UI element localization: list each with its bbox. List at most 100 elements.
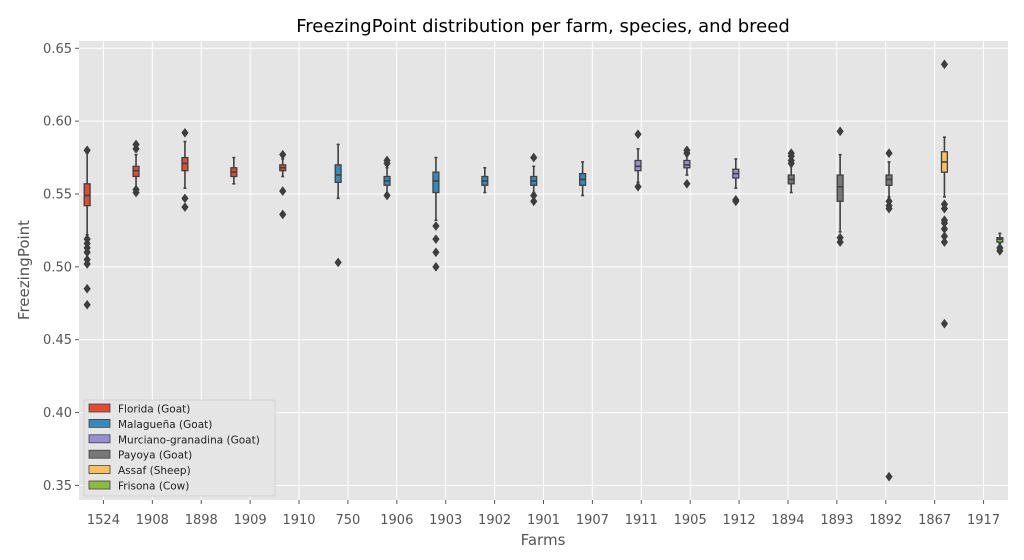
box-1892: [885, 148, 893, 482]
x-tick-label: 1894: [771, 513, 804, 528]
iqr-box: [334, 164, 342, 183]
box-1907: [579, 161, 587, 197]
outlier-point: [940, 59, 949, 70]
outlier-point: [279, 209, 287, 220]
outlier-point: [181, 128, 189, 138]
x-tick-label: 1907: [576, 513, 609, 528]
box-1911: [634, 129, 642, 192]
x-tick-label: 1912: [723, 513, 756, 528]
outlier-point: [530, 152, 538, 163]
outlier-point: [885, 471, 893, 482]
box-1894: [787, 148, 795, 194]
outlier-point: [279, 149, 287, 160]
y-tick-label: 0.35: [43, 479, 72, 494]
box-1903: [432, 156, 440, 272]
outlier-point: [787, 158, 795, 169]
outlier-point: [432, 247, 440, 258]
x-tick-label: 1905: [674, 513, 707, 528]
outlier-point: [83, 259, 91, 269]
x-tick-label: 1908: [136, 513, 169, 528]
y-tick-label: 0.65: [43, 42, 72, 57]
legend-swatch: [88, 434, 111, 444]
outlier-point: [432, 262, 440, 272]
outlier-point: [132, 144, 140, 154]
iqr-box: [432, 171, 440, 194]
box-1912: [732, 158, 740, 207]
y-axis-label: FreezingPoint: [15, 220, 33, 320]
box-1893: [836, 126, 844, 247]
box-1908: [132, 139, 140, 198]
box-1902: [481, 166, 489, 194]
x-tick-label: 1903: [429, 513, 462, 528]
outlier-point: [885, 203, 893, 214]
x-tick-label: 1917: [967, 513, 1000, 528]
legend: Florida (Goat) Malagueña (Goat) Murciano-g…: [83, 399, 276, 497]
outlier-point: [181, 193, 189, 204]
outlier-point: [334, 257, 342, 268]
box-1909: [230, 156, 238, 185]
legend-label: Frisona (Cow): [118, 481, 189, 493]
legend-label: Assaf (Sheep): [118, 465, 191, 477]
legend-label: Payoya (Goat): [118, 450, 192, 462]
y-tick-label: 0.45: [43, 333, 72, 348]
x-tick-label: 1911: [625, 513, 658, 528]
x-tick-label: 1867: [918, 513, 951, 528]
outlier-point: [383, 190, 391, 201]
y-tick-label: 0.55: [43, 188, 72, 203]
legend-swatch: [88, 465, 111, 475]
chart-title: FreezingPoint distribution per farm, spe…: [296, 16, 790, 37]
x-tick-label: 1909: [234, 513, 267, 528]
x-tick-label: 1902: [478, 513, 511, 528]
legend-swatch: [88, 418, 111, 428]
box-1917: [996, 232, 1004, 256]
outlier-point: [940, 203, 949, 214]
outlier-point: [836, 126, 844, 137]
x-axis-ticks: 1524 1908 1898 1909 1910 750 1906 1903 1902 1901 1…: [87, 500, 1000, 528]
box-1898: [181, 128, 189, 212]
box-1901: [530, 152, 538, 207]
outlier-point: [530, 196, 538, 207]
x-tick-label: 1893: [820, 513, 853, 528]
outlier-point: [181, 202, 189, 212]
outlier-point: [83, 145, 91, 156]
outlier-point: [836, 237, 844, 247]
legend-swatch: [88, 403, 111, 413]
outlier-point: [885, 148, 893, 158]
outlier-point: [683, 179, 691, 189]
x-tick-label: 1524: [87, 513, 120, 528]
x-tick-label: 1892: [869, 513, 902, 528]
x-tick-label: 1910: [282, 513, 315, 528]
outlier-point: [634, 129, 642, 140]
outlier-point: [530, 190, 538, 201]
outlier-point: [383, 158, 391, 169]
outlier-point: [432, 234, 440, 244]
box-1910: [279, 149, 287, 220]
x-tick-label: 1906: [380, 513, 413, 528]
x-tick-label: 1898: [185, 513, 218, 528]
outlier-point: [940, 318, 949, 329]
legend-label: Malagueña (Goat): [118, 419, 212, 431]
x-tick-label: 1901: [527, 513, 560, 528]
outlier-point: [940, 218, 949, 228]
outlier-point: [83, 247, 91, 258]
legend-label: Murciano-granadina (Goat): [118, 434, 260, 446]
legend-swatch: [88, 449, 111, 459]
box-1905: [683, 145, 691, 189]
box-series: [83, 59, 1004, 482]
legend-frame: [83, 399, 276, 497]
box-1524: [83, 145, 91, 310]
outlier-point: [996, 246, 1004, 256]
outlier-point: [279, 186, 287, 196]
outlier-point: [940, 231, 949, 242]
x-tick-label: 750: [336, 513, 361, 528]
outlier-point: [132, 187, 140, 198]
y-tick-label: 0.50: [43, 260, 72, 275]
outlier-point: [940, 224, 949, 234]
legend-label: Florida (Goat): [118, 404, 190, 416]
outlier-point: [940, 237, 949, 247]
outlier-point: [634, 181, 642, 192]
outlier-point: [683, 148, 691, 158]
y-tick-label: 0.40: [43, 406, 72, 421]
y-tick-label: 0.60: [43, 115, 72, 130]
